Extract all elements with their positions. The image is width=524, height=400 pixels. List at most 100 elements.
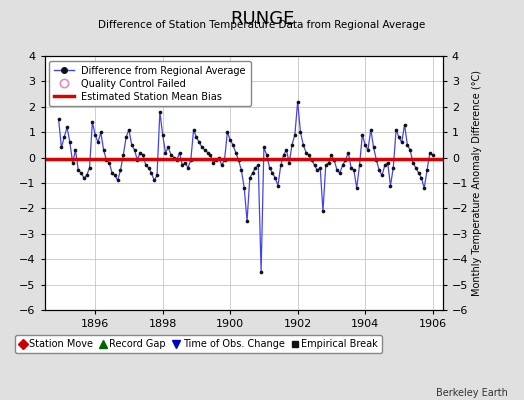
Point <box>54 116 63 123</box>
Point <box>234 157 243 163</box>
Point <box>195 139 203 146</box>
Point <box>145 164 153 171</box>
Point <box>248 170 257 176</box>
Point <box>80 175 88 181</box>
Point <box>100 147 108 153</box>
Point <box>425 149 434 156</box>
Point <box>111 172 119 178</box>
Point <box>279 152 288 158</box>
Point <box>285 160 293 166</box>
Point <box>150 177 158 184</box>
Point <box>206 152 215 158</box>
Point <box>161 149 170 156</box>
Point <box>192 134 201 140</box>
Point <box>209 160 217 166</box>
Point <box>420 185 429 191</box>
Point <box>322 162 330 168</box>
Point <box>167 152 176 158</box>
Point <box>246 175 254 181</box>
Text: Difference of Station Temperature Data from Regional Average: Difference of Station Temperature Data f… <box>99 20 425 30</box>
Point <box>274 182 282 189</box>
Point <box>63 124 71 130</box>
Point <box>203 149 212 156</box>
Point <box>83 172 91 178</box>
Point <box>364 147 372 153</box>
Point <box>308 157 316 163</box>
Point <box>229 142 237 148</box>
Point <box>170 154 178 161</box>
Point <box>176 149 184 156</box>
Y-axis label: Monthly Temperature Anomaly Difference (°C): Monthly Temperature Anomaly Difference (… <box>473 70 483 296</box>
Point <box>71 147 80 153</box>
Point <box>263 152 271 158</box>
Point <box>313 167 322 174</box>
Point <box>344 149 353 156</box>
Point <box>178 162 187 168</box>
Point <box>198 144 206 151</box>
Point <box>105 160 113 166</box>
Point <box>220 157 228 163</box>
Point <box>94 139 102 146</box>
Point <box>271 175 279 181</box>
Point <box>339 162 347 168</box>
Point <box>164 144 172 151</box>
Point <box>243 218 251 224</box>
Point <box>302 149 310 156</box>
Point <box>130 147 139 153</box>
Point <box>257 269 265 275</box>
Point <box>57 144 66 151</box>
Point <box>411 164 420 171</box>
Point <box>299 142 308 148</box>
Point <box>158 132 167 138</box>
Point <box>389 164 398 171</box>
Point <box>254 162 263 168</box>
Point <box>372 157 380 163</box>
Point <box>60 134 69 140</box>
Point <box>127 142 136 148</box>
Point <box>156 109 164 115</box>
Point <box>350 167 358 174</box>
Point <box>358 132 367 138</box>
Point <box>398 139 406 146</box>
Point <box>361 142 369 148</box>
Point <box>184 164 192 171</box>
Point <box>91 132 100 138</box>
Point <box>114 177 122 184</box>
Point <box>265 164 274 171</box>
Point <box>125 126 133 133</box>
Point <box>347 164 355 171</box>
Point <box>324 160 333 166</box>
Legend: Difference from Regional Average, Quality Control Failed, Estimated Station Mean: Difference from Regional Average, Qualit… <box>49 61 251 106</box>
Point <box>69 160 77 166</box>
Point <box>133 157 141 163</box>
Point <box>395 134 403 140</box>
Point <box>353 185 361 191</box>
Point <box>409 160 417 166</box>
Point <box>384 160 392 166</box>
Text: Berkeley Earth: Berkeley Earth <box>436 388 508 398</box>
Point <box>369 144 378 151</box>
Point <box>380 162 389 168</box>
Point <box>282 147 291 153</box>
Point <box>136 149 144 156</box>
Point <box>414 170 423 176</box>
Point <box>240 185 248 191</box>
Point <box>319 208 327 214</box>
Point <box>333 167 341 174</box>
Point <box>189 126 198 133</box>
Point <box>215 154 223 161</box>
Point <box>268 170 277 176</box>
Legend: Station Move, Record Gap, Time of Obs. Change, Empirical Break: Station Move, Record Gap, Time of Obs. C… <box>15 335 381 353</box>
Point <box>378 172 386 178</box>
Point <box>429 152 437 158</box>
Point <box>423 167 431 174</box>
Point <box>400 121 409 128</box>
Text: RUNGE: RUNGE <box>230 10 294 28</box>
Point <box>392 126 400 133</box>
Point <box>212 157 220 163</box>
Point <box>88 119 96 125</box>
Point <box>293 98 302 105</box>
Point <box>403 142 411 148</box>
Point <box>237 167 246 174</box>
Point <box>386 182 395 189</box>
